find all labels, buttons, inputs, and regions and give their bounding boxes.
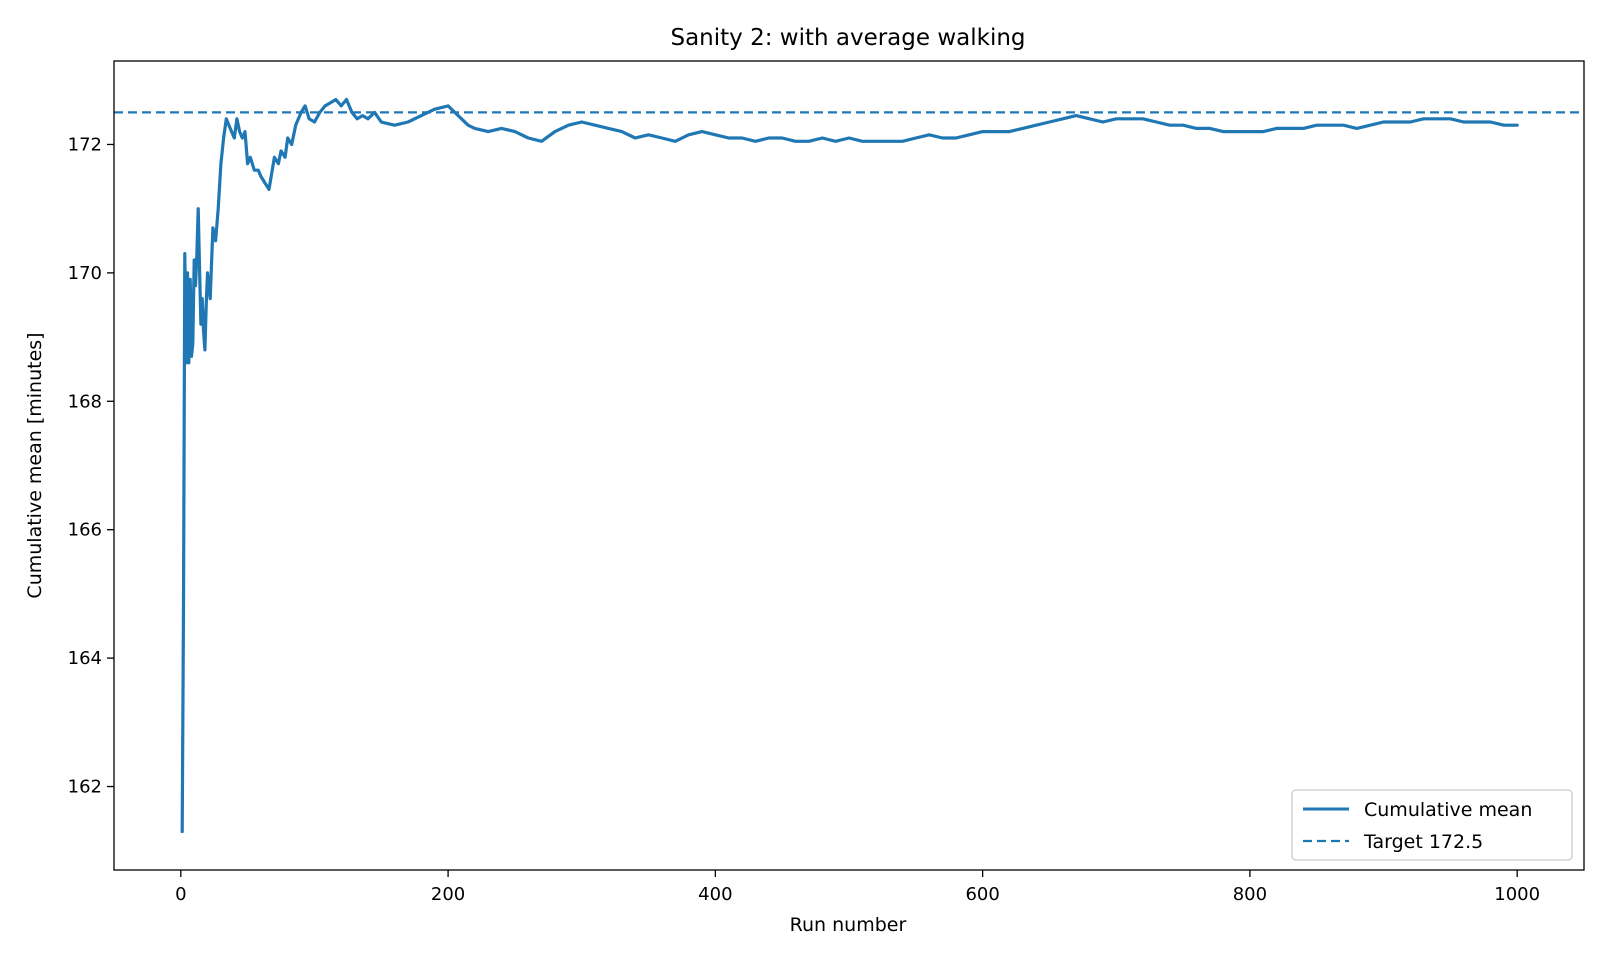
- plot-frame: [113, 60, 1585, 871]
- x-tick-label: 800: [1233, 884, 1267, 905]
- y-tick-label: 164: [68, 648, 102, 669]
- x-tick-label: 200: [431, 884, 465, 905]
- x-tick-label: 1000: [1494, 884, 1540, 905]
- x-tick-label: 600: [965, 884, 999, 905]
- y-axis-label: Cumulative mean [minutes]: [24, 332, 46, 598]
- y-tick-label: 162: [68, 777, 102, 798]
- legend: Cumulative mean Target 172.5: [1291, 789, 1573, 861]
- series-line-cumulative-mean: [180, 97, 1519, 834]
- y-tick-label: 166: [68, 520, 102, 541]
- legend-box: [1291, 789, 1573, 861]
- axis-ticks: 0 200 400 600 800 1000 162 164 166 168 170 172: [68, 134, 1540, 905]
- legend-label-cumulative-mean: Cumulative mean: [1364, 799, 1532, 821]
- y-tick-label: 170: [68, 263, 102, 284]
- x-tick-label: 0: [175, 884, 186, 905]
- x-tick-label: 400: [698, 884, 732, 905]
- y-tick-label: 172: [68, 134, 102, 155]
- y-tick-label: 168: [68, 391, 102, 412]
- plot-area: [114, 97, 1584, 834]
- x-axis-label: Run number: [790, 914, 907, 936]
- legend-label-target: Target 172.5: [1363, 831, 1483, 853]
- chart-title: Sanity 2: with average walking: [670, 25, 1025, 51]
